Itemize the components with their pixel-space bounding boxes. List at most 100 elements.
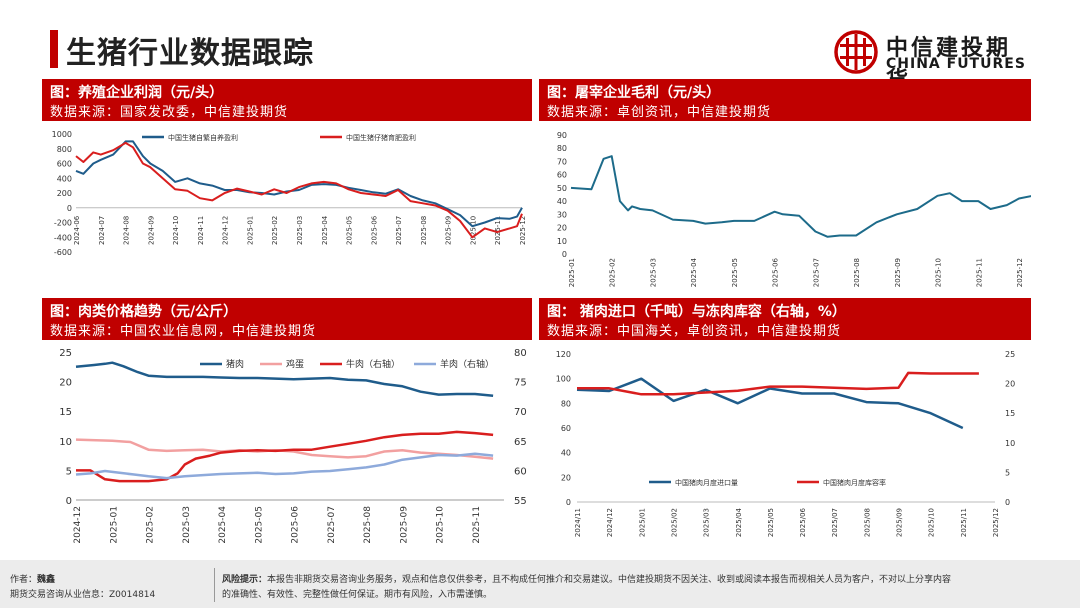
y-right-tick-label: 80 xyxy=(514,348,527,359)
page-title: 生猪行业数据跟踪 xyxy=(66,36,314,71)
x-tick-label: 2025-09 xyxy=(399,506,409,544)
panel-header-farm-profit: 图：养殖企业利润（元/头） 数据来源：国家发改委，中信建投期货 xyxy=(42,79,532,121)
panel-header-meat-prices: 图：肉类价格趋势（元/公斤） 数据来源：中国农业信息网，中信建投期货 xyxy=(42,298,532,340)
panel-source: 数据来源：国家发改委，中信建投期货 xyxy=(50,105,289,120)
y-left-tick-label: 20 xyxy=(59,378,72,389)
y-left-tick-label: 80 xyxy=(561,399,571,408)
x-tick-label: 2024-12 xyxy=(222,216,230,245)
y-tick-label: 10 xyxy=(557,237,567,246)
footer-divider xyxy=(214,568,215,602)
series-line xyxy=(75,452,494,480)
x-tick-label: 2024-08 xyxy=(123,216,131,245)
y-tick-label: 80 xyxy=(557,144,567,153)
legend-label: 羊肉（右轴） xyxy=(440,358,494,370)
x-tick-label: 2024-10 xyxy=(172,216,180,245)
series-line xyxy=(577,371,979,396)
y-right-tick-label: 5 xyxy=(1005,468,1010,477)
y-tick-label: 40 xyxy=(557,197,567,206)
x-tick-label: 2025-01 xyxy=(246,216,254,245)
x-tick-label: 2025-02 xyxy=(609,258,617,287)
logo-english-name: CHINA FUTURES xyxy=(886,56,1026,72)
legend-label: 牛肉（右轴） xyxy=(346,358,400,370)
panel-title: 图：养殖企业利润（元/头） xyxy=(50,85,224,101)
x-tick-label: 2025-02 xyxy=(146,506,156,544)
panel-source: 数据来源：中国海关，卓创资讯，中信建投期货 xyxy=(547,324,842,339)
x-tick-label: 2025/06 xyxy=(799,507,807,537)
y-right-tick-label: 10 xyxy=(1005,439,1015,448)
y-tick-label: 90 xyxy=(557,131,567,140)
series-line xyxy=(570,155,1031,238)
x-tick-label: 2025/03 xyxy=(703,508,711,537)
legend-label: 中国猪肉月度库容率 xyxy=(823,478,886,487)
series-line xyxy=(75,361,494,398)
y-left-tick-label: 20 xyxy=(561,473,571,482)
panel-source: 数据来源：卓创资讯，中信建投期货 xyxy=(547,105,772,120)
panel-title: 图： 猪肉进口（千吨）与冻肉库容（右轴，%） xyxy=(547,304,846,320)
y-tick-label: -600 xyxy=(54,248,72,257)
y-left-tick-label: 100 xyxy=(556,375,571,384)
y-left-tick-label: 15 xyxy=(59,407,72,418)
panel-source: 数据来源：中国农业信息网，中信建投期货 xyxy=(50,324,317,339)
x-tick-label: 2025-05 xyxy=(346,216,354,245)
y-left-tick-label: 120 xyxy=(556,350,571,359)
x-tick-label: 2025-01 xyxy=(109,506,119,544)
y-left-tick-label: 0 xyxy=(66,496,72,507)
x-tick-label: 2025/12 xyxy=(992,508,1000,537)
x-tick-label: 2025/05 xyxy=(767,508,775,537)
x-tick-label: 2025-06 xyxy=(370,215,378,245)
y-tick-label: -400 xyxy=(54,233,72,242)
risk-text-1: 本报告非期货交易咨询业务服务，观点和信息仅供参考，且不构成任何推介和交易建议。中… xyxy=(267,575,952,585)
y-right-tick-label: 65 xyxy=(514,437,527,448)
x-tick-label: 2024-11 xyxy=(197,216,205,245)
x-tick-label: 2025-03 xyxy=(296,216,304,245)
x-tick-label: 2025/07 xyxy=(831,508,839,537)
x-tick-label: 2025-09 xyxy=(894,258,902,287)
meat-price-chart: 25 20 15 10 5 0 80 75 70 65 60 55 2024-12 2025-01 2025… xyxy=(59,348,527,544)
risk-line-1: 风险提示：本报告非期货交易咨询业务服务，观点和信息仅供参考，且不构成任何推介和交… xyxy=(222,572,951,585)
title-accent-bar xyxy=(50,30,58,68)
y-tick-label: 1000 xyxy=(52,130,72,139)
x-tick-label: 2025/11 xyxy=(960,508,968,537)
risk-text-2: 的准确性、有效性、完整性做任何保证。期市有风险，入市需谨慎。 xyxy=(222,590,493,600)
x-tick-label: 2024-06 xyxy=(73,215,81,245)
x-tick-label: 2024-07 xyxy=(98,216,106,245)
legend-label: 中国生猪自繁自养盈利 xyxy=(168,133,238,142)
x-tick-label: 2025/01 xyxy=(638,508,646,537)
x-tick-label: 2025-02 xyxy=(271,216,279,245)
x-tick-label: 2025-09 xyxy=(445,216,453,245)
x-tick-label: 2024/11 xyxy=(574,508,582,537)
x-tick-label: 2025/08 xyxy=(863,508,871,537)
x-tick-label: 2025-07 xyxy=(327,506,337,544)
x-tick-label: 2025-06 xyxy=(772,257,780,287)
x-tick-label: 2025-03 xyxy=(649,258,657,287)
y-tick-label: 60 xyxy=(557,171,567,180)
y-right-tick-label: 55 xyxy=(514,496,527,507)
x-tick-label: 2025-08 xyxy=(420,216,428,245)
x-tick-label: 2025-04 xyxy=(690,257,698,287)
legend-label: 鸡蛋 xyxy=(286,358,304,370)
y-tick-label: 800 xyxy=(57,145,72,154)
panel-header-pork-import: 图： 猪肉进口（千吨）与冻肉库容（右轴，%） 数据来源：中国海关，卓创资讯，中信… xyxy=(539,298,1031,340)
y-right-tick-label: 15 xyxy=(1005,409,1015,418)
y-left-tick-label: 10 xyxy=(59,437,72,448)
x-tick-label: 2025-05 xyxy=(254,506,264,544)
x-tick-label: 2025-04 xyxy=(321,215,329,245)
x-tick-label: 2024-09 xyxy=(147,216,155,245)
logo-emblem-icon xyxy=(834,30,878,74)
panel-header-slaughter-margin: 图：屠宰企业毛利（元/头） 数据来源：卓创资讯，中信建投期货 xyxy=(539,79,1031,121)
y-right-tick-label: 60 xyxy=(514,466,527,477)
series-line xyxy=(76,430,494,483)
author-label: 作者： xyxy=(10,575,38,585)
footer: 作者：魏鑫 期货交易咨询从业信息：Z0014814 风险提示：本报告非期货交易咨… xyxy=(0,560,1080,608)
y-tick-label: 70 xyxy=(557,157,567,166)
y-left-tick-label: 5 xyxy=(66,466,72,477)
x-tick-label: 2025-07 xyxy=(395,216,403,245)
x-tick-label: 2025-08 xyxy=(363,506,373,544)
x-tick-label: 2024/12 xyxy=(606,508,614,537)
x-tick-label: 2025-12 xyxy=(1016,258,1024,287)
company-logo: 中信建投期货 CHINA FUTURES xyxy=(834,30,1034,93)
author-line: 作者：魏鑫 xyxy=(10,572,55,585)
author-name: 魏鑫 xyxy=(37,575,56,585)
y-right-tick-label: 70 xyxy=(514,407,527,418)
